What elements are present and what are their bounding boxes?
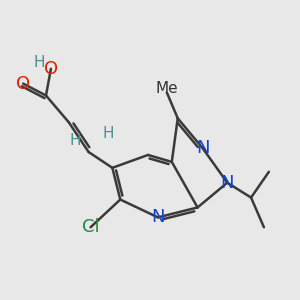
- Text: O: O: [44, 60, 58, 78]
- Text: N: N: [196, 139, 209, 157]
- Text: O: O: [16, 75, 30, 93]
- Text: Cl: Cl: [82, 218, 99, 236]
- Text: N: N: [220, 174, 234, 192]
- Text: H: H: [34, 55, 45, 70]
- Text: H: H: [70, 133, 81, 148]
- Text: H: H: [103, 126, 114, 141]
- Text: N: N: [151, 208, 165, 226]
- Text: Me: Me: [155, 81, 178, 96]
